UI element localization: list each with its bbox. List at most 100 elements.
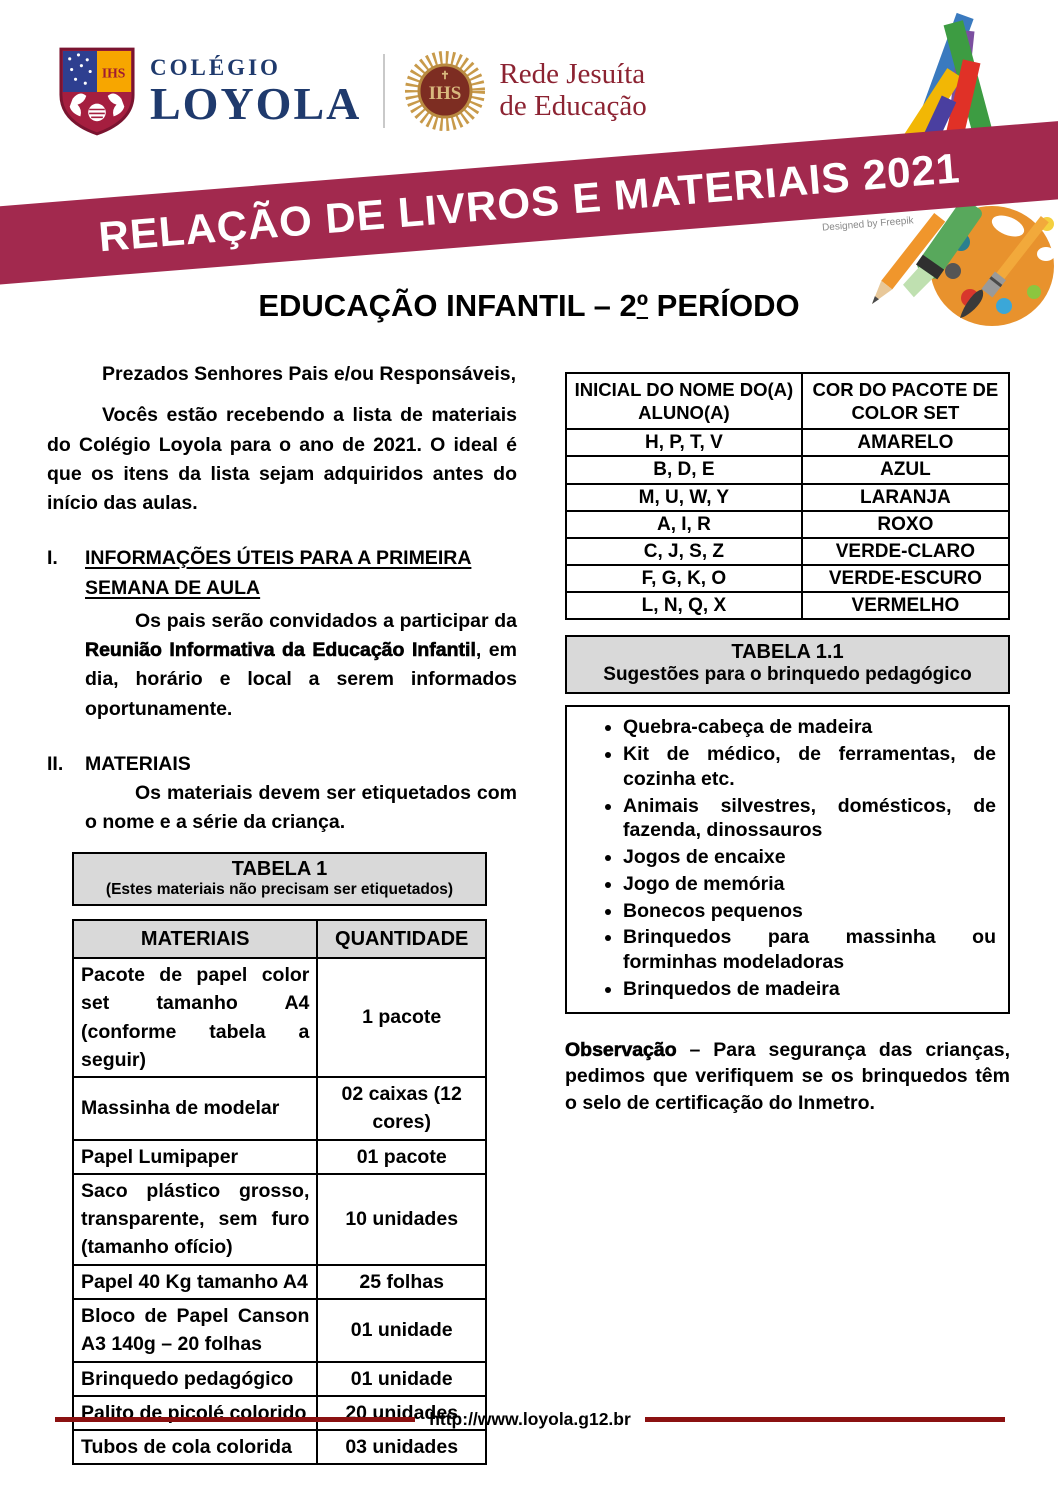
quantity-cell: 25 folhas — [316, 1263, 487, 1301]
material-cell: Bloco de Papel Canson A3 140g – 20 folha… — [71, 1298, 319, 1363]
header: IHS COLÉGIO LOYOLA ✝ IHS Rede Jesuíta de — [58, 46, 647, 136]
page-title: EDUCAÇÃO INFANTIL – 2º PERÍODO — [0, 288, 1058, 324]
materials-col-header: MATERIAIS — [71, 919, 319, 960]
color-col-header: COR DO PACOTE DE COLOR SET — [800, 371, 1011, 431]
material-cell: Papel 40 Kg tamanho A4 — [71, 1263, 319, 1301]
section-1-heading: I. INFORMAÇÕES ÚTEIS PARA A PRIMEIRA SEM… — [47, 544, 517, 603]
svg-text:✝: ✝ — [441, 70, 450, 82]
quantity-cell: 1 pacote — [316, 957, 487, 1079]
tabela-1-1-title: TABELA 1.1 — [731, 641, 844, 664]
observation-label: Observação — [565, 1038, 677, 1061]
right-column: INICIAL DO NOME DO(A) ALUNO(A) COR DO PA… — [565, 371, 1011, 1118]
section-1-paragraph: Os pais serão convidados a participar da… — [85, 607, 517, 724]
toy-suggestions-box: Quebra-cabeça de madeira Kit de médico, … — [565, 705, 1010, 1014]
list-item: Kit de médico, de ferramentas, de cozinh… — [623, 742, 1002, 792]
list-item: Quebra-cabeça de madeira — [623, 715, 1002, 740]
quantity-cell: 01 pacote — [316, 1138, 487, 1175]
initials-cell: F, G, K, O — [565, 564, 803, 594]
tabela-1-subtitle: (Estes materiais não precisam ser etique… — [105, 880, 454, 898]
table-row: Papel Lumipaper 01 pacote — [71, 1138, 487, 1175]
school-name: COLÉGIO LOYOLA — [150, 56, 361, 127]
left-column: Prezados Senhores Pais e/ou Responsáveis… — [47, 360, 517, 1466]
jesuit-sunburst-icon: ✝ IHS — [405, 51, 486, 131]
table-row: Saco plástico grosso, transparente, sem … — [71, 1172, 487, 1266]
list-item: Jogo de memória — [623, 872, 1002, 897]
color-cell: VERDE-ESCURO — [800, 564, 1011, 594]
intro-paragraph: Vocês estão recebendo a lista de materia… — [47, 404, 517, 514]
page-title-post: PERÍODO — [648, 288, 800, 323]
section-2-number: II. — [47, 752, 64, 775]
material-cell: Massinha de modelar — [71, 1076, 319, 1141]
ribbon-title: RELAÇÃO DE LIVROS E MATERIAIS 2021 — [96, 144, 962, 261]
colorset-table: INICIAL DO NOME DO(A) ALUNO(A) COR DO PA… — [565, 371, 1011, 621]
list-item: Brinquedos para massinha ou forminhas mo… — [623, 925, 1002, 975]
color-cell: LARANJA — [800, 482, 1011, 512]
school-name-line2: LOYOLA — [150, 77, 362, 129]
section-1-para-suffix: , em dia, horário e local a serem inform… — [85, 639, 517, 720]
tabela-1-title: TABELA 1 — [231, 857, 328, 880]
table-row: A, I, R ROXO — [565, 509, 1011, 539]
colegio-loyola-logo: IHS COLÉGIO LOYOLA — [58, 46, 361, 136]
table-row: Papel 40 Kg tamanho A4 25 folhas — [71, 1263, 487, 1301]
table-row: C, J, S, Z VERDE-CLARO — [565, 536, 1011, 567]
network-name-line1: Rede Jesuíta — [499, 58, 646, 91]
section-2-heading: II. MATERIAIS — [47, 750, 517, 779]
footer: http://www.loyola.g12.br — [55, 1404, 1005, 1434]
list-item: Bonecos pequenos — [623, 899, 1002, 924]
quantity-col-header: QUANTIDADE — [316, 919, 487, 960]
table-row: Brinquedo pedagógico 01 unidade — [71, 1360, 487, 1397]
page-title-ordinal: º — [636, 288, 649, 323]
quantity-cell: 03 unidades — [316, 1429, 487, 1466]
tabela-1-1-subtitle: Sugestões para o brinquedo pedagógico — [603, 664, 972, 686]
color-cell: VERDE-CLARO — [800, 536, 1011, 567]
observation-text: – Para segurança das crianças, pedimos q… — [565, 1038, 1010, 1115]
school-name-line1: COLÉGIO — [150, 54, 281, 80]
table-row: F, G, K, O VERDE-ESCURO — [565, 564, 1011, 594]
colorset-header-row: INICIAL DO NOME DO(A) ALUNO(A) COR DO PA… — [565, 371, 1011, 431]
material-cell: Pacote de papel color set tamanho A4 (co… — [71, 957, 319, 1079]
logo-divider — [383, 54, 386, 128]
svg-text:IHS: IHS — [429, 83, 462, 104]
network-name: Rede Jesuíta de Educação — [499, 58, 647, 123]
rede-jesuita-logo: ✝ IHS Rede Jesuíta de Educação — [403, 49, 647, 133]
toy-suggestions-list: Quebra-cabeça de madeira Kit de médico, … — [589, 715, 1002, 1001]
page-title-pre: EDUCAÇÃO INFANTIL – 2 — [258, 288, 637, 323]
material-cell: Tubos de cola colorida — [71, 1429, 319, 1466]
tabela-1-caption: TABELA 1 (Estes materiais não precisam s… — [72, 851, 487, 907]
table-row: Pacote de papel color set tamanho A4 (co… — [71, 957, 487, 1079]
table-row: H, P, T, V AMARELO — [565, 428, 1011, 458]
network-name-line2: de Educação — [499, 90, 647, 122]
observation-paragraph: Observação – Para segurança das crianças… — [565, 1037, 1010, 1118]
materials-header-row: MATERIAIS QUANTIDADE — [71, 919, 487, 960]
section-1-title: INFORMAÇÕES ÚTEIS PARA A PRIMEIRA SEMANA… — [85, 547, 472, 599]
section-1-para-prefix: Os pais serão convidados a participar da — [135, 609, 517, 632]
material-cell: Saco plástico grosso, transparente, sem … — [71, 1172, 319, 1266]
material-cell: Papel Lumipaper — [71, 1138, 319, 1175]
table-row: B, D, E AZUL — [565, 455, 1011, 485]
initials-cell: L, N, Q, X — [565, 591, 803, 621]
quantity-cell: 02 caixas (12 cores) — [316, 1076, 487, 1141]
section-1-para-bold: Reunião Informativa da Educação Infantil — [85, 639, 476, 662]
quantity-cell: 01 unidade — [316, 1360, 487, 1397]
table-row: Bloco de Papel Canson A3 140g – 20 folha… — [71, 1298, 487, 1363]
quantity-cell: 01 unidade — [316, 1298, 487, 1363]
quantity-cell: 10 unidades — [316, 1172, 487, 1266]
color-cell: VERMELHO — [800, 591, 1011, 621]
quantity-cell: 20 unidades — [316, 1394, 487, 1432]
color-cell: AZUL — [800, 455, 1011, 485]
initials-col-header: INICIAL DO NOME DO(A) ALUNO(A) — [565, 371, 803, 431]
section-2-title: MATERIAIS — [85, 752, 191, 775]
initials-cell: B, D, E — [565, 455, 803, 485]
list-item: Animais silvestres, domésticos, de fazen… — [623, 794, 1002, 844]
color-cell: AMARELO — [800, 428, 1011, 458]
footer-line-right — [644, 1416, 1005, 1422]
svg-text:IHS: IHS — [102, 65, 126, 80]
table-row: M, U, W, Y LARANJA — [565, 482, 1011, 512]
initials-cell: A, I, R — [565, 509, 803, 539]
loyola-shield-icon: IHS — [59, 47, 135, 136]
material-cell: Brinquedo pedagógico — [71, 1360, 319, 1397]
materials-table: MATERIAIS QUANTIDADE Pacote de papel col… — [71, 919, 487, 1466]
footer-url: http://www.loyola.g12.br — [429, 1408, 631, 1429]
initials-cell: C, J, S, Z — [565, 536, 803, 567]
